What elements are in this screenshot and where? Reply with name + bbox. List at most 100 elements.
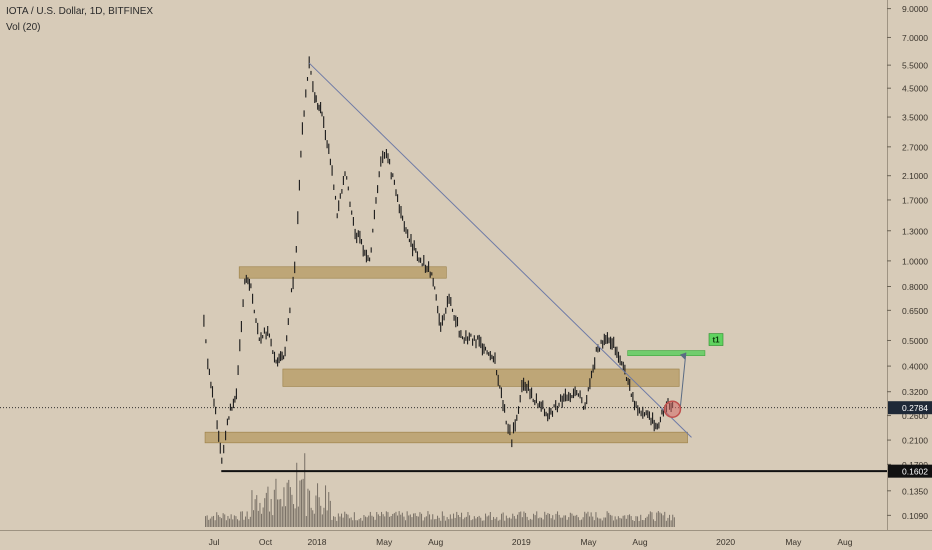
volume-bar: [504, 520, 506, 527]
volume-bar: [469, 515, 471, 527]
volume-bar: [576, 514, 578, 527]
volume-bar: [301, 479, 303, 527]
volume-bar: [600, 518, 602, 527]
descending-trendline: [308, 62, 692, 438]
price-tick-label: 0.8000: [902, 282, 928, 292]
volume-bar: [473, 516, 475, 527]
volume-bar: [233, 515, 235, 527]
volume-bar: [293, 504, 295, 527]
volume-bar: [486, 516, 488, 527]
volume-bar: [437, 515, 439, 527]
current-price-badge: [888, 401, 932, 415]
volume-bar: [553, 519, 555, 527]
volume-bar: [654, 520, 656, 527]
volume-bar: [357, 520, 359, 527]
volume-bar: [577, 517, 579, 527]
volume-bar: [299, 480, 301, 527]
volume-bar: [550, 518, 552, 527]
volume-bar: [529, 518, 531, 527]
volume-bar: [601, 520, 603, 527]
volume-bar: [395, 511, 397, 527]
volume-bar: [265, 492, 267, 527]
time-tick-label: 2018: [308, 537, 327, 547]
volume-bar: [505, 515, 507, 527]
volume-bar: [520, 511, 522, 527]
price-tick-label: 2.7000: [902, 142, 928, 152]
volume-bar: [643, 520, 645, 527]
volume-bar: [424, 517, 426, 527]
volume-indicator-label[interactable]: Vol (20): [6, 22, 41, 33]
volume-bar: [235, 516, 237, 527]
volume-bar: [421, 513, 423, 527]
target-label-box: [708, 333, 724, 346]
volume-bar: [382, 514, 384, 527]
price-tick-label: 0.1350: [902, 486, 928, 496]
volume-bar: [217, 515, 219, 527]
price-tick-label: 7.0000: [902, 33, 928, 43]
volume-bar: [350, 517, 352, 527]
volume-bar: [656, 512, 658, 527]
volume-bar: [641, 520, 643, 527]
volume-bar: [563, 515, 565, 527]
volume-bar: [328, 492, 330, 527]
volume-bar: [632, 520, 634, 527]
volume-bar: [651, 512, 653, 527]
volume-bar: [661, 513, 663, 527]
volume-bar: [336, 520, 338, 527]
volume-bar: [241, 511, 243, 527]
volume-bar: [542, 519, 544, 527]
volume-bar: [219, 516, 221, 527]
volume-bar: [510, 518, 512, 527]
volume-bar: [269, 511, 271, 527]
volume-bar: [352, 520, 354, 527]
projection-arrowhead: [679, 352, 686, 360]
volume-bar: [230, 514, 232, 527]
volume-bar: [401, 512, 403, 527]
volume-bar: [453, 513, 455, 527]
volume-bar: [325, 485, 327, 527]
volume-bar: [512, 513, 514, 527]
volume-bar: [478, 515, 480, 527]
volume-bar: [368, 515, 370, 527]
volume-bar: [649, 511, 651, 527]
projection-arrow: [679, 352, 687, 410]
time-tick-label: May: [785, 537, 802, 547]
price-tick-label: 0.3200: [902, 387, 928, 397]
volume-bar: [246, 511, 248, 527]
volume-bar: [457, 515, 459, 527]
price-scale: [887, 0, 932, 550]
volume-bar: [574, 515, 576, 527]
volume-bar: [635, 516, 637, 527]
volume-bar: [611, 515, 613, 527]
volume-bar: [334, 516, 336, 527]
volume-bar: [502, 512, 504, 527]
volume-bar: [528, 520, 530, 527]
volume-bar: [315, 495, 317, 527]
volume-bar: [483, 520, 485, 527]
volume-bar: [213, 515, 215, 527]
volume-bar: [249, 516, 251, 527]
volume-bar: [387, 512, 389, 527]
volume-bar: [411, 517, 413, 527]
volume-bar: [544, 511, 546, 527]
volume-bar: [560, 517, 562, 527]
volume-bar: [392, 513, 394, 527]
volume-bar: [435, 518, 437, 527]
volume-bar: [545, 514, 547, 527]
price-tick-label: 1.0000: [902, 256, 928, 266]
price-tick-label: 0.1090: [902, 511, 928, 521]
volume-bar: [619, 517, 621, 527]
time-tick-label: Aug: [837, 537, 852, 547]
volume-bar: [493, 516, 495, 527]
volume-bar: [358, 519, 360, 527]
volume-bar: [485, 513, 487, 527]
volume-bar: [280, 498, 282, 527]
current-price-label: 0.2784: [902, 403, 928, 413]
volume-bar: [304, 453, 306, 527]
price-tick-label: 0.4000: [902, 362, 928, 372]
volume-bar: [566, 519, 568, 527]
volume-bar: [557, 511, 559, 527]
volume-bar: [272, 515, 274, 527]
